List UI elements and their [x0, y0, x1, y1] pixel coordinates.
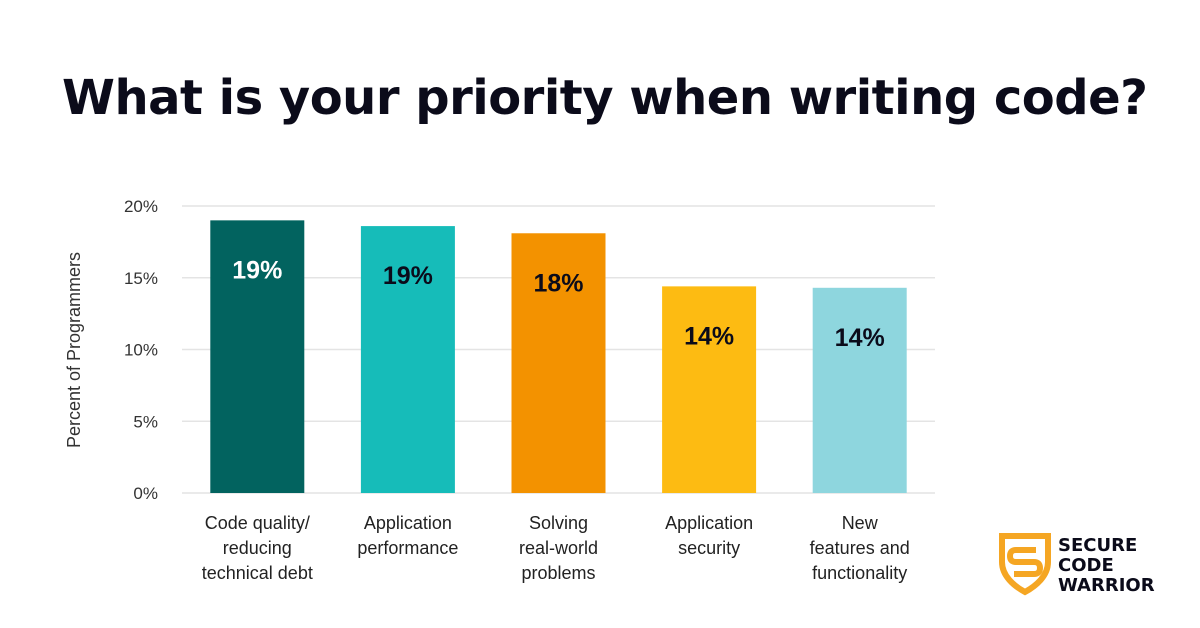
x-tick-label: Application: [665, 513, 753, 533]
bar: [662, 286, 757, 493]
bar: [812, 287, 907, 493]
data-label: 18%: [533, 269, 583, 297]
y-tick-label: 5%: [133, 412, 158, 431]
page-title: What is your priority when writing code?: [62, 70, 1148, 126]
x-tick-label: technical debt: [202, 563, 313, 583]
x-tick-label: New: [842, 513, 879, 533]
y-tick-label: 15%: [124, 269, 158, 288]
y-tick-label: 20%: [124, 197, 158, 216]
x-tick-label: Code quality/: [205, 513, 310, 533]
x-tick-label: Solving: [529, 513, 588, 533]
data-label: 14%: [835, 324, 885, 352]
x-tick-label: real-world: [519, 538, 598, 558]
logo-line: WARRIOR: [1058, 575, 1155, 596]
x-tick-label: Application: [364, 513, 452, 533]
x-tick-label: features and: [810, 538, 910, 558]
x-tick-label: problems: [521, 563, 595, 583]
logo-wordmark: SECURE CODE WARRIOR: [1058, 536, 1155, 596]
bar: [360, 226, 455, 493]
logo-line: CODE: [1058, 555, 1114, 576]
x-tick-label: security: [678, 538, 740, 558]
x-tick-label: performance: [357, 538, 458, 558]
data-label: 19%: [383, 262, 433, 290]
y-tick-label: 0%: [133, 484, 158, 503]
y-axis-label: Percent of Programmers: [64, 252, 84, 448]
bar: [210, 220, 305, 493]
logo-shield-icon: [999, 533, 1051, 596]
data-label: 19%: [232, 256, 282, 284]
x-tick-label: functionality: [812, 563, 907, 583]
bar: [511, 233, 606, 493]
y-tick-label: 10%: [124, 341, 158, 360]
x-tick-label: reducing: [223, 538, 292, 558]
data-label: 14%: [684, 322, 734, 350]
logo-line: SECURE: [1058, 535, 1138, 556]
